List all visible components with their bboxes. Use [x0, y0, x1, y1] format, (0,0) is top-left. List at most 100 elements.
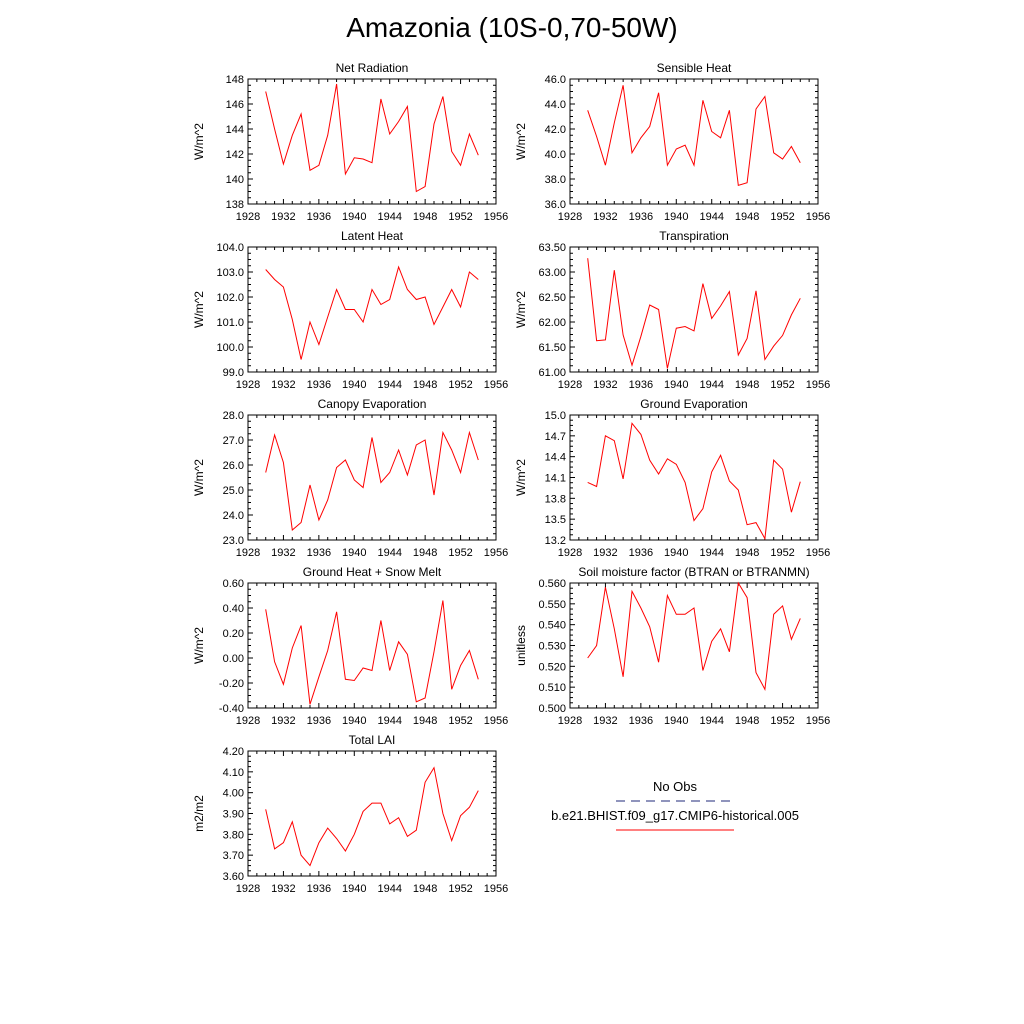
- x-tick-label: 1940: [342, 883, 366, 895]
- x-tick-label: 1928: [558, 715, 582, 727]
- x-tick-label: 1948: [413, 211, 437, 223]
- x-tick-label: 1932: [593, 547, 617, 559]
- x-tick-label: 1944: [377, 883, 401, 895]
- x-tick-label: 1944: [699, 379, 723, 391]
- x-tick-label: 1940: [664, 211, 688, 223]
- legend-label-no-obs: No Obs: [652, 779, 698, 794]
- y-axis-label: W/m^2: [514, 291, 528, 328]
- y-tick-label: 3.70: [223, 850, 244, 862]
- x-tick-label: 1936: [307, 715, 331, 727]
- y-tick-label: 140: [226, 174, 244, 186]
- y-tick-label: 144: [226, 124, 244, 136]
- x-tick-label: 1952: [770, 547, 794, 559]
- y-tick-label: 14.4: [545, 452, 566, 464]
- x-tick-label: 1940: [342, 211, 366, 223]
- x-tick-label: 1948: [413, 379, 437, 391]
- y-tick-label: 62.00: [538, 317, 566, 329]
- y-tick-label: 36.0: [545, 199, 566, 211]
- y-tick-label: 0.540: [538, 620, 566, 632]
- y-tick-label: 25.0: [223, 485, 244, 497]
- y-tick-label: 0.520: [538, 661, 566, 673]
- y-axis-label: unitless: [514, 625, 528, 666]
- x-tick-label: 1948: [413, 883, 437, 895]
- x-tick-label: 1940: [664, 379, 688, 391]
- x-tick-label: 1928: [236, 211, 260, 223]
- y-tick-label: 101.0: [216, 317, 244, 329]
- y-tick-label: 0.530: [538, 641, 566, 653]
- plot-frame: [247, 246, 497, 373]
- y-tick-label: 24.0: [223, 510, 244, 522]
- x-tick-label: 1948: [735, 547, 759, 559]
- y-axis-label: W/m^2: [514, 123, 528, 160]
- plot-frame: [247, 582, 497, 709]
- y-tick-label: 0.40: [223, 603, 244, 615]
- y-tick-label: 100.0: [216, 342, 244, 354]
- x-tick-label: 1948: [413, 547, 437, 559]
- y-tick-label: 0.20: [223, 628, 244, 640]
- y-tick-label: 104.0: [216, 242, 244, 254]
- y-tick-label: 15.0: [545, 410, 566, 422]
- x-tick-label: 1948: [735, 715, 759, 727]
- x-tick-label: 1932: [593, 379, 617, 391]
- series-line: [587, 581, 801, 691]
- chart-ground-heat-snow-melt: Ground Heat + Snow Melt W/m^2 1928 1932 1936…: [192, 565, 508, 727]
- chart-title: Transpiration: [659, 229, 729, 243]
- x-tick-label: 1956: [484, 379, 508, 391]
- x-tick-label: 1928: [236, 547, 260, 559]
- x-tick-label: 1932: [271, 715, 295, 727]
- page-title: Amazonia (10S-0,70-50W): [346, 12, 678, 43]
- y-tick-label: 146: [226, 99, 244, 111]
- series-line: [587, 258, 801, 369]
- x-tick-label: 1936: [307, 883, 331, 895]
- x-tick-label: 1956: [484, 211, 508, 223]
- y-tick-label: 61.00: [538, 367, 566, 379]
- chart-net-radiation: Net Radiation W/m^2 1928 1932 1936 1940 1944 19…: [192, 61, 508, 223]
- y-tick-label: 46.0: [545, 74, 566, 86]
- x-tick-label: 1956: [484, 715, 508, 727]
- x-tick-label: 1928: [558, 211, 582, 223]
- x-tick-label: 1932: [271, 883, 295, 895]
- y-tick-label: 14.7: [545, 431, 566, 443]
- x-tick-label: 1936: [307, 211, 331, 223]
- plot-frame: [569, 78, 819, 205]
- x-tick-label: 1940: [342, 379, 366, 391]
- x-tick-label: 1944: [377, 211, 401, 223]
- y-tick-label: 102.0: [216, 292, 244, 304]
- x-tick-label: 1952: [448, 379, 472, 391]
- y-tick-label: 38.0: [545, 174, 566, 186]
- x-tick-label: 1948: [413, 715, 437, 727]
- plot-frame: [247, 750, 497, 877]
- chart-transpiration: Transpiration W/m^2 1928 1932 1936 1940 1944 19…: [514, 229, 830, 391]
- y-axis-label: m2/m2: [192, 795, 206, 832]
- chart-canopy-evaporation: Canopy Evaporation W/m^2 1928 1932 1936 1940 1…: [192, 397, 508, 559]
- chart-title: Soil moisture factor (BTRAN or BTRANMN): [578, 565, 809, 579]
- y-tick-label: -0.20: [219, 678, 244, 690]
- x-tick-label: 1936: [629, 715, 653, 727]
- series-line: [587, 85, 801, 186]
- x-tick-label: 1928: [236, 379, 260, 391]
- x-tick-label: 1932: [271, 379, 295, 391]
- series-line: [265, 766, 479, 867]
- x-tick-label: 1952: [448, 715, 472, 727]
- x-tick-label: 1928: [236, 883, 260, 895]
- chart-latent-heat: Latent Heat W/m^2 1928 1932 1936 1940 1944 1948…: [192, 229, 508, 391]
- y-tick-label: 0.60: [223, 578, 244, 590]
- y-axis-label: W/m^2: [192, 627, 206, 664]
- x-tick-label: 1940: [664, 715, 688, 727]
- chart-title: Ground Evaporation: [640, 397, 747, 411]
- chart-title: Canopy Evaporation: [318, 397, 427, 411]
- x-tick-label: 1936: [307, 547, 331, 559]
- x-tick-label: 1928: [558, 379, 582, 391]
- y-axis-label: W/m^2: [192, 459, 206, 496]
- x-tick-label: 1928: [558, 547, 582, 559]
- chart-title: Ground Heat + Snow Melt: [303, 565, 442, 579]
- y-tick-label: 3.80: [223, 829, 244, 841]
- plot-frame: [247, 78, 497, 205]
- y-tick-label: 13.8: [545, 493, 566, 505]
- x-tick-label: 1944: [377, 379, 401, 391]
- y-tick-label: -0.40: [219, 703, 244, 715]
- y-tick-label: 103.0: [216, 267, 244, 279]
- series-line: [265, 265, 479, 360]
- series-line: [587, 422, 801, 541]
